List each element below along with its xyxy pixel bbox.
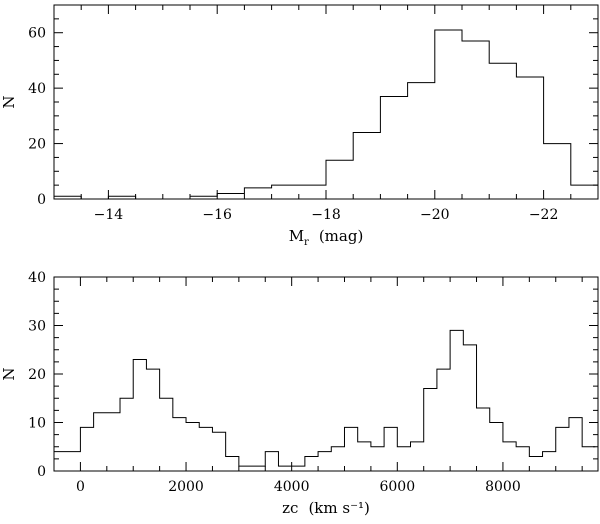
y-tick-label: 20	[28, 367, 46, 383]
x-tick-label: −16	[202, 207, 232, 223]
x-axis-label: zc (km s⁻¹)	[282, 499, 370, 517]
x-tick-label: −14	[94, 207, 124, 223]
x-axis-label: Mr (mag)	[289, 227, 364, 248]
y-axis-label: N	[0, 95, 18, 108]
x-axis-label-unit: (km s⁻¹)	[308, 499, 369, 517]
x-axis-label-unit: (mag)	[319, 227, 363, 245]
tick-marks	[53, 4, 599, 200]
tick-marks	[53, 276, 598, 472]
magnitude-histogram-panel: −14 −16 −18 −20 −22 0 20 40 60 N Mr (mag)	[0, 4, 599, 248]
histogram-outline	[54, 329, 596, 467]
tick-labels: −14 −16 −18 −20 −22 0 20 40 60	[28, 26, 558, 223]
x-tick-label: 8000	[485, 479, 521, 495]
tick-labels: 0 2000 4000 6000 8000 0 10 20 30 40	[28, 270, 521, 495]
x-tick-label: 2000	[168, 479, 204, 495]
y-tick-label: 0	[37, 192, 46, 208]
x-axis-label-main: M	[289, 227, 304, 245]
velocity-histogram-panel: 0 2000 4000 6000 8000 0 10 20 30 40 N zc (km s⁻¹)	[0, 270, 599, 517]
x-tick-label: 4000	[274, 479, 310, 495]
x-tick-label: −20	[420, 207, 450, 223]
y-tick-label: 0	[37, 464, 46, 480]
y-tick-label: 30	[28, 319, 46, 335]
x-tick-label: 0	[76, 479, 85, 495]
y-tick-label: 40	[28, 270, 46, 286]
x-axis-label-main: zc	[282, 499, 298, 517]
y-tick-label: 60	[28, 26, 46, 42]
x-tick-label: 6000	[379, 479, 415, 495]
y-tick-label: 40	[28, 81, 46, 97]
x-tick-label: −22	[529, 207, 559, 223]
y-tick-label: 20	[28, 137, 46, 153]
histogram-outline	[54, 29, 598, 200]
x-tick-label: −18	[311, 207, 341, 223]
y-axis-label: N	[0, 367, 18, 380]
x-axis-label-subscript: r	[304, 237, 309, 248]
y-tick-label: 10	[28, 416, 46, 432]
